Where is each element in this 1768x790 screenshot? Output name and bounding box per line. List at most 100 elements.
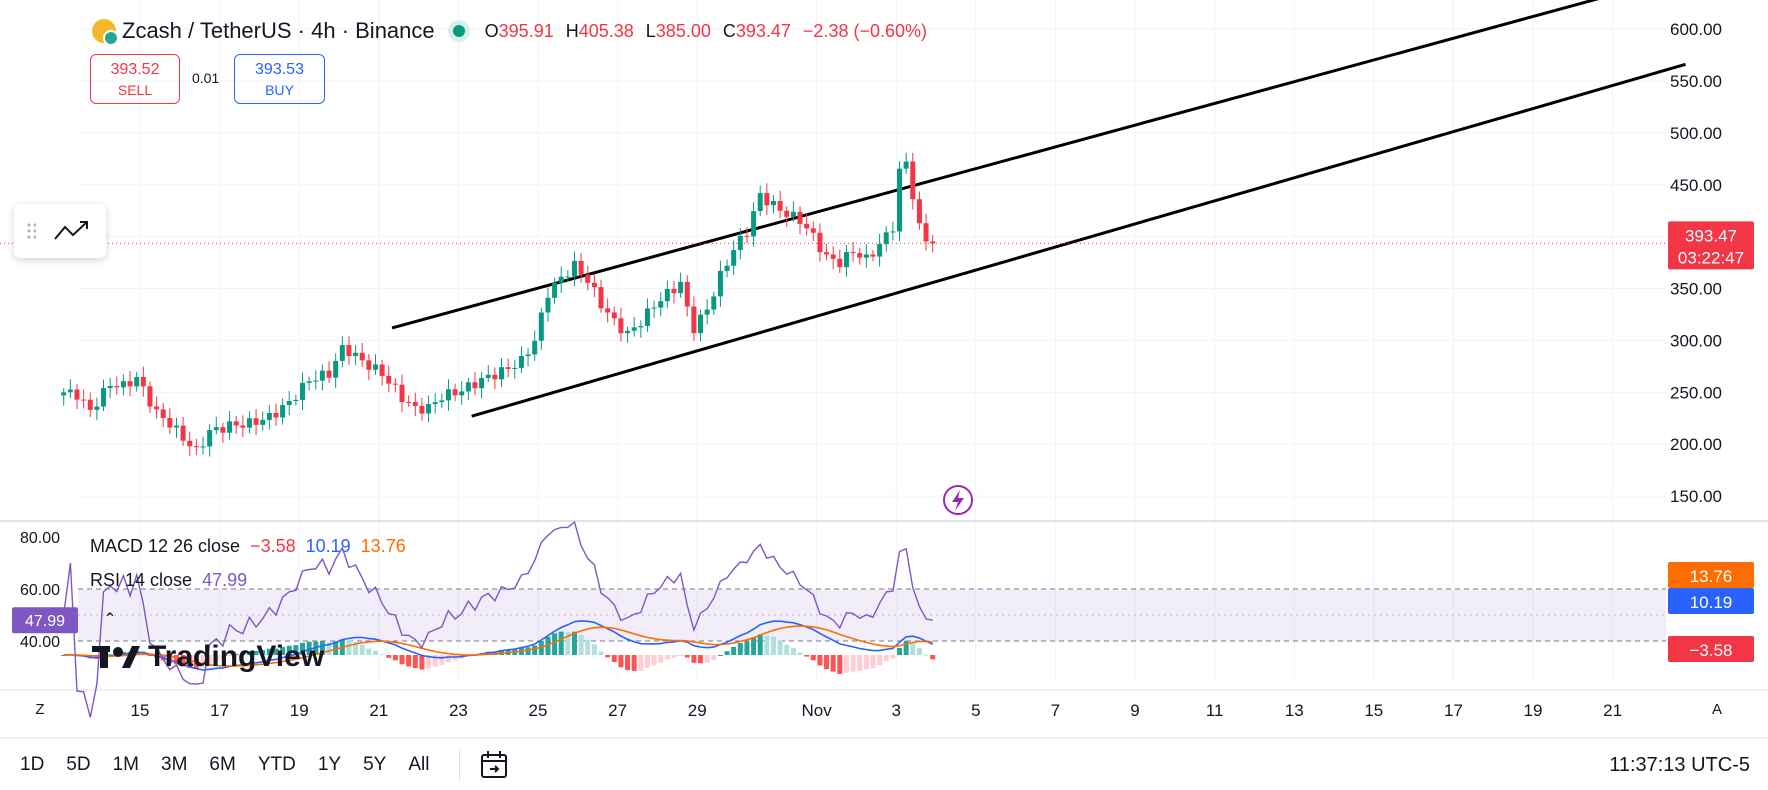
candle [339,336,345,368]
macd-bar [870,655,876,669]
macd-bar [711,655,717,661]
macd-bar [426,655,432,669]
drag-handle-icon[interactable] [26,222,36,240]
candle [565,270,571,282]
macd-bar [910,642,916,655]
macd-bar [419,655,425,670]
candle-body [313,380,319,382]
candle-body [538,312,544,341]
candle-body [366,360,372,370]
macd-bar [731,646,737,655]
macd-bar [830,655,836,672]
candle-body [319,370,325,381]
candle [499,358,505,387]
floating-drawing-toolbar[interactable] [14,204,106,258]
candle [439,393,445,408]
buy-button[interactable]: 393.53 BUY [234,54,325,104]
candle [459,381,465,405]
time-tick-label: 19 [1524,701,1543,720]
sell-button[interactable]: 393.52 SELL [90,54,180,104]
candle-body [359,352,365,361]
candle-body [644,308,650,327]
candle [406,395,412,407]
candle-body [406,402,412,404]
macd-bar [399,655,405,665]
macd-bar [107,654,113,656]
macd-bar [817,655,823,666]
rsi-tick-label: 40.00 [20,634,60,651]
auto-scale-toggle[interactable]: A [1711,701,1722,718]
candle [386,365,392,392]
macd-bar [777,640,783,655]
macd-bar [618,655,624,668]
time-tick-label: Nov [801,701,832,720]
rsi-legend[interactable]: RSI 14 close 47.99 [90,570,247,591]
candle-body [207,430,213,447]
timeframe-3m[interactable]: 3M [161,754,188,775]
macd-bar [757,634,763,655]
candle [591,273,597,298]
macd-bar [379,654,385,656]
candle-body [213,427,219,431]
timeframe-all[interactable]: All [408,754,430,775]
clock-timezone[interactable]: 11:37:13 UTC-5 [1609,753,1750,776]
toolbar-divider [459,749,461,781]
candle-body [134,376,140,387]
macd-bar [843,655,849,673]
macd-bar [651,655,657,666]
candle-body [638,326,644,328]
trend-tool-icon[interactable] [52,217,92,245]
candle [804,213,810,236]
timeframe-1d[interactable]: 1D [20,754,45,775]
calendar-goto-icon[interactable] [478,749,512,781]
time-axis: 15 17 19 21 23 25 27 29 Nov 3 5 7 9 11 13 15 17 19 21 [131,701,1623,720]
candle [870,249,876,262]
macd-hist-value: −3.58 [250,536,296,556]
candle-body [246,418,252,428]
rsi-value: 47.99 [202,570,248,590]
symbol-title[interactable]: Zcash / TetherUS · 4h · Binance [122,18,435,43]
candle-body [824,252,830,255]
macd-bar [770,636,776,655]
macd-bar [737,642,743,655]
macd-bar [558,631,564,655]
macd-bar [300,642,306,655]
candle [87,392,93,417]
candle [618,307,624,342]
macd-bar [293,645,299,655]
timeframe-6m[interactable]: 6M [209,754,236,775]
candle-body [280,405,286,418]
candle-body [618,318,624,334]
candle-body [903,161,909,169]
macd-bar [326,642,332,655]
ohlc-item: O395.91 [485,21,554,42]
macd-bar [180,655,186,667]
macd-badge: 10.19 [1668,588,1754,614]
rsi-line [63,520,933,718]
timeframe-1m[interactable]: 1M [112,754,139,775]
price-tick-label: 450.00 [1670,176,1722,195]
indicator-lines [63,520,934,718]
log-scale-toggle[interactable]: Z [35,701,45,718]
time-tick-label: 25 [529,701,548,720]
candle [784,206,790,227]
timeframe-5d[interactable]: 5D [66,754,91,775]
timeframe-5y[interactable]: 5Y [363,754,387,775]
candle-body [797,211,803,224]
macd-bar [200,655,206,668]
macd-bar [445,655,451,662]
timeframe-1y[interactable]: 1Y [317,754,342,775]
ohlc-item: −2.38 (−0.60%) [803,21,927,42]
candle [744,227,750,243]
candle-body [691,306,697,334]
candle [910,152,916,210]
macd-legend[interactable]: MACD 12 26 close −3.58 10.19 13.76 [90,536,406,557]
buy-label: BUY [265,82,294,98]
chevron-up-icon[interactable]: ⌃ [103,611,117,628]
candle-body [571,260,577,277]
candle [114,376,120,395]
timeframe-ytd[interactable]: YTD [257,754,296,775]
candle-body [326,370,332,378]
candle [286,390,292,416]
